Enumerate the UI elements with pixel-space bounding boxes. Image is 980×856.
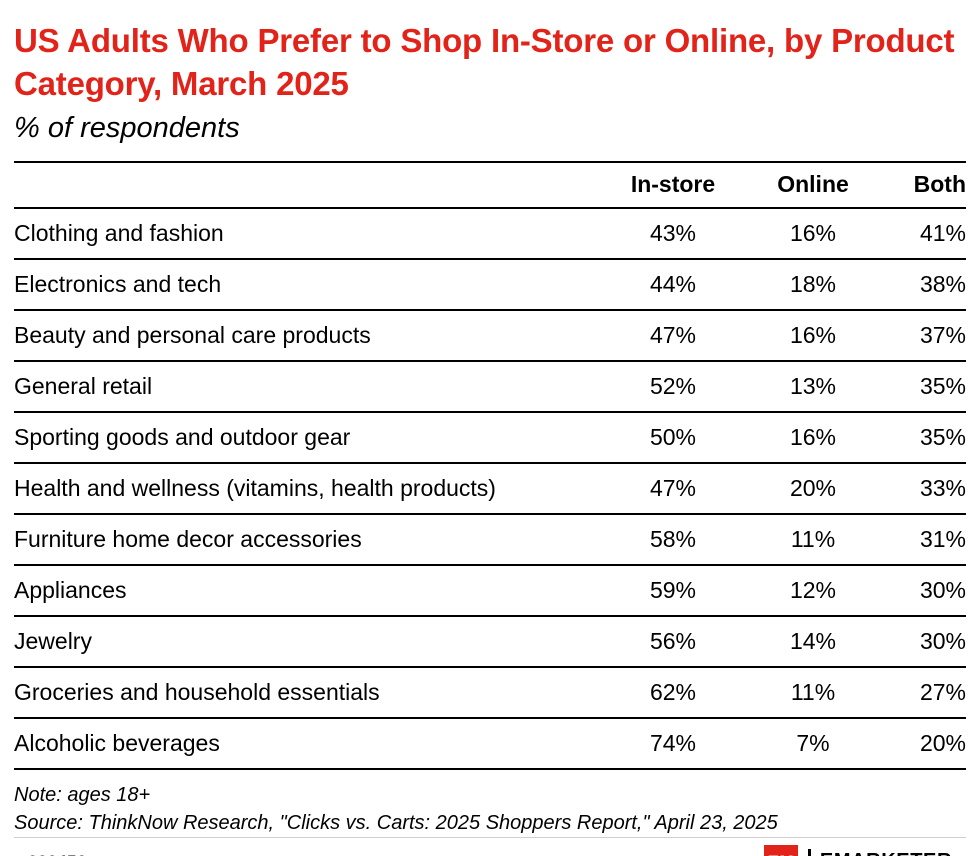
table-row: Sporting goods and outdoor gear 50% 16% …	[14, 411, 966, 464]
row-value-both: 35%	[876, 411, 966, 464]
header-instore: In-store	[596, 160, 750, 209]
row-value-online: 11%	[750, 666, 876, 719]
row-value-both: 38%	[876, 258, 966, 311]
row-value-instore: 47%	[596, 462, 750, 515]
row-category: Appliances	[14, 564, 596, 617]
row-category: Electronics and tech	[14, 258, 596, 311]
row-value-both: 33%	[876, 462, 966, 515]
table-row: Appliances 59% 12% 30%	[14, 564, 966, 617]
chart-subtitle: % of respondents	[14, 111, 240, 144]
row-value-online: 16%	[750, 309, 876, 362]
header-online: Online	[750, 160, 876, 209]
row-value-both: 37%	[876, 309, 966, 362]
row-category: Furniture home decor accessories	[14, 513, 596, 566]
row-value-instore: 56%	[596, 615, 750, 668]
row-category: Sporting goods and outdoor gear	[14, 411, 596, 464]
row-value-online: 12%	[750, 564, 876, 617]
row-value-online: 16%	[750, 411, 876, 464]
table-row: Electronics and tech 44% 18% 38%	[14, 258, 966, 311]
row-category: Beauty and personal care products	[14, 309, 596, 362]
row-value-instore: 52%	[596, 360, 750, 413]
row-value-instore: 59%	[596, 564, 750, 617]
row-value-both: 30%	[876, 564, 966, 617]
row-value-instore: 74%	[596, 717, 750, 770]
table-row: Groceries and household essentials 62% 1…	[14, 666, 966, 719]
note-line: Note: ages 18+	[14, 783, 151, 806]
row-category: Jewelry	[14, 615, 596, 668]
row-value-online: 18%	[750, 258, 876, 311]
row-value-both: 27%	[876, 666, 966, 719]
row-value-instore: 58%	[596, 513, 750, 566]
row-category: Alcoholic beverages	[14, 717, 596, 770]
row-value-online: 7%	[750, 717, 876, 770]
header-both: Both	[876, 160, 966, 209]
row-category: Groceries and household essentials	[14, 666, 596, 719]
row-value-online: 13%	[750, 360, 876, 413]
table-row: Clothing and fashion 43% 16% 41%	[14, 207, 966, 260]
row-category: Clothing and fashion	[14, 207, 596, 260]
header-category	[14, 160, 596, 209]
chart-title: US Adults Who Prefer to Shop In-Store or…	[14, 22, 955, 102]
row-value-both: 20%	[876, 717, 966, 770]
emarketer-logo-icon: EM	[763, 844, 798, 856]
row-value-online: 11%	[750, 513, 876, 566]
table-body: Clothing and fashion 43% 16% 41% Electro…	[14, 207, 966, 770]
logo-divider	[807, 848, 811, 856]
emarketer-logo: EM EMARKETER	[763, 844, 952, 856]
table-header: In-store Online Both	[14, 160, 966, 209]
row-value-instore: 44%	[596, 258, 750, 311]
chart-notes: Note: ages 18+ Source: ThinkNow Research…	[14, 781, 966, 837]
data-table: In-store Online Both Clothing and fashio…	[14, 160, 966, 770]
row-value-both: 31%	[876, 513, 966, 566]
row-value-both: 30%	[876, 615, 966, 668]
row-value-instore: 43%	[596, 207, 750, 260]
table-header-row: In-store Online Both	[14, 160, 966, 209]
row-value-instore: 62%	[596, 666, 750, 719]
row-value-online: 20%	[750, 462, 876, 515]
row-value-both: 41%	[876, 207, 966, 260]
table-row: Jewelry 56% 14% 30%	[14, 615, 966, 668]
table-row: Beauty and personal care products 47% 16…	[14, 309, 966, 362]
row-value-instore: 50%	[596, 411, 750, 464]
table-row: General retail 52% 13% 35%	[14, 360, 966, 413]
chart-footer: 290456 EM EMARKETER	[14, 836, 966, 856]
chart-id: 290456	[28, 852, 87, 856]
row-category: General retail	[14, 360, 596, 413]
row-value-online: 14%	[750, 615, 876, 668]
table-row: Furniture home decor accessories 58% 11%…	[14, 513, 966, 566]
table-row: Health and wellness (vitamins, health pr…	[14, 462, 966, 515]
row-value-instore: 47%	[596, 309, 750, 362]
row-value-online: 16%	[750, 207, 876, 260]
row-category: Health and wellness (vitamins, health pr…	[14, 462, 596, 515]
source-line: Source: ThinkNow Research, "Clicks vs. C…	[14, 811, 778, 834]
emarketer-logo-text: EMARKETER	[820, 850, 952, 856]
row-value-both: 35%	[876, 360, 966, 413]
table-row: Alcoholic beverages 74% 7% 20%	[14, 717, 966, 770]
